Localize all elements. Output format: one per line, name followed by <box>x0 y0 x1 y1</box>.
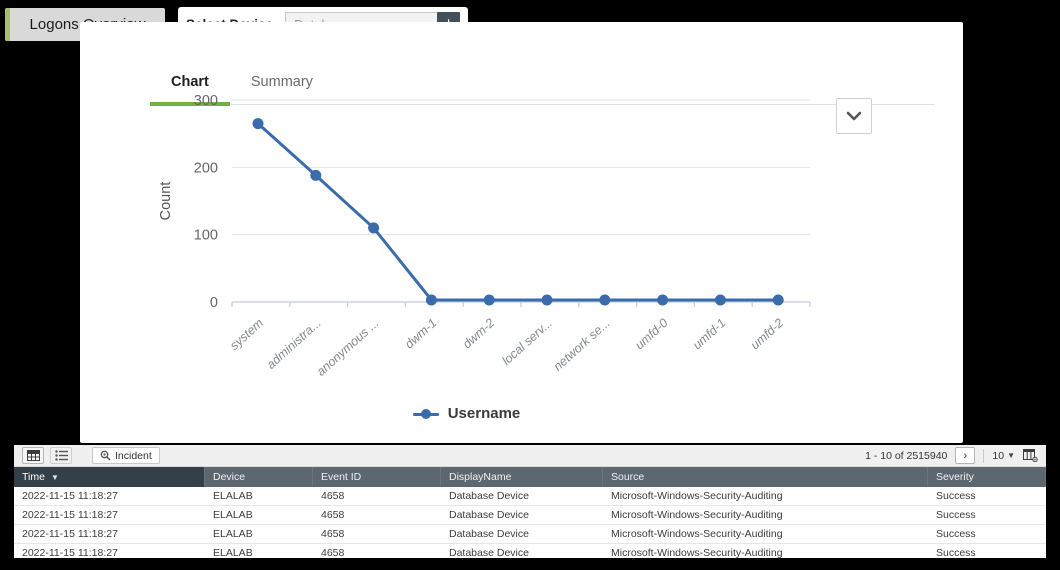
x-tick-label: local serv... <box>499 316 555 368</box>
column-header-displayname[interactable]: DisplayName <box>441 467 603 487</box>
data-point[interactable] <box>425 294 437 306</box>
table-cell: ELALAB <box>213 528 253 540</box>
table-cell: Database Device <box>449 528 529 540</box>
data-point[interactable] <box>310 169 322 181</box>
grid-view-button[interactable] <box>22 447 44 464</box>
y-tick-label: 200 <box>194 160 218 176</box>
chart-legend[interactable]: Username <box>80 405 853 422</box>
caret-down-icon: ▼ <box>1007 451 1015 460</box>
tab-summary[interactable]: Summary <box>250 74 313 90</box>
table-row[interactable]: 2022-11-15 11:18:27 ELALAB 4658 Database De… <box>14 544 1046 558</box>
page-size-value: 10 <box>992 449 1005 462</box>
data-point[interactable] <box>541 294 553 306</box>
chevron-right-icon: › <box>963 449 968 462</box>
column-header-label: DisplayName <box>449 471 512 483</box>
table-cell: Database Device <box>449 509 529 521</box>
column-header-severity[interactable]: Severity <box>928 467 1046 487</box>
x-tick-label: umfd-2 <box>748 316 786 352</box>
table-cell: Success <box>936 547 976 558</box>
y-axis-label: Count <box>158 182 174 221</box>
y-tick-label: 100 <box>194 228 218 244</box>
legend-line-dot-icon <box>412 408 439 419</box>
x-tick-label: dwm-2 <box>460 316 497 352</box>
table-cell: 4658 <box>321 528 345 540</box>
y-tick-label: 300 <box>194 93 218 109</box>
table-cell: Microsoft-Windows-Security-Auditing <box>611 547 783 558</box>
table-row[interactable]: 2022-11-15 11:18:27 ELALAB 4658 Database De… <box>14 525 1046 544</box>
data-point[interactable] <box>714 294 726 306</box>
x-tick-label: dwm-1 <box>402 316 439 352</box>
column-header-label: Source <box>611 471 645 483</box>
data-point[interactable] <box>772 294 784 306</box>
table-cell: ELALAB <box>213 547 253 558</box>
table-cell: 2022-11-15 11:18:27 <box>22 490 118 502</box>
table-cell: 4658 <box>321 490 345 502</box>
column-header-label: Time <box>22 471 45 483</box>
data-point[interactable] <box>599 294 611 306</box>
table-grid-icon <box>26 450 40 461</box>
data-point[interactable] <box>483 294 495 306</box>
page-size-dropdown[interactable]: 10 ▼ <box>992 450 1015 462</box>
table-header-row: Time ▼ Device Event ID DisplayName Source Seve… <box>14 467 1046 487</box>
data-point[interactable] <box>252 118 264 130</box>
x-tick-label: umfd-1 <box>690 316 728 352</box>
x-tick-label: administra... <box>264 316 324 372</box>
x-tick-label: network se... <box>551 316 613 374</box>
table-cell: 2022-11-15 11:18:27 <box>22 528 118 540</box>
table-cell: ELALAB <box>213 490 253 502</box>
incident-search-icon <box>100 450 111 461</box>
column-header-event-id[interactable]: Event ID <box>313 467 441 487</box>
table-cell: Success <box>936 490 976 502</box>
incident-button[interactable]: Incident <box>92 447 160 464</box>
events-table-panel: Incident 1 - 10 of 2515940 › 10 ▼ <box>14 445 1046 558</box>
legend-label: Username <box>447 405 521 422</box>
table-cell: 4658 <box>321 547 345 558</box>
y-tick-label: 0 <box>210 295 218 311</box>
table-cell: 2022-11-15 11:18:27 <box>22 509 118 521</box>
list-view-icon <box>54 450 68 461</box>
x-tick-label: system <box>227 316 266 353</box>
tab-chart[interactable]: Chart <box>150 74 230 106</box>
column-header-label: Event ID <box>321 471 362 483</box>
x-tick-label: anonymous ... <box>314 316 382 379</box>
table-cell: Success <box>936 509 976 521</box>
list-view-button[interactable] <box>50 447 72 464</box>
next-page-button[interactable]: › <box>955 447 976 464</box>
table-cell: Microsoft-Windows-Security-Auditing <box>611 490 783 502</box>
toolbar-divider <box>983 448 985 463</box>
column-header-device[interactable]: Device <box>205 467 313 487</box>
column-header-time[interactable]: Time ▼ <box>14 467 205 487</box>
table-cell: Success <box>936 528 976 540</box>
incident-button-label: Incident <box>115 449 152 462</box>
x-tick-label: umfd-0 <box>632 316 670 352</box>
sort-desc-icon: ▼ <box>50 472 59 482</box>
table-cell: 2022-11-15 11:18:27 <box>22 547 118 558</box>
column-header-source[interactable]: Source <box>603 467 928 487</box>
column-header-label: Device <box>213 471 246 483</box>
table-cell: Database Device <box>449 490 529 502</box>
data-point[interactable] <box>368 222 380 234</box>
logons-line-chart: 0 100 200 300 Count systemadministra...anonym… <box>158 93 811 379</box>
table-cell: ELALAB <box>213 509 253 521</box>
chevron-down-icon <box>846 111 862 121</box>
table-body: 2022-11-15 11:18:27 ELALAB 4658 Database De… <box>14 487 1046 558</box>
pagination-range: 1 - 10 of 2515940 <box>865 449 948 462</box>
column-settings-button[interactable] <box>1023 449 1038 462</box>
table-row[interactable]: 2022-11-15 11:18:27 ELALAB 4658 Database De… <box>14 487 1046 506</box>
column-header-label: Severity <box>936 471 974 483</box>
table-row[interactable]: 2022-11-15 11:18:27 ELALAB 4658 Database De… <box>14 506 1046 525</box>
green-accent-bar <box>5 8 10 41</box>
series-line[interactable] <box>257 122 779 302</box>
tab-bar: Chart Summary <box>150 74 935 106</box>
table-cell: Microsoft-Windows-Security-Auditing <box>611 509 783 521</box>
collapse-chart-button[interactable] <box>836 98 872 134</box>
table-cell: Microsoft-Windows-Security-Auditing <box>611 528 783 540</box>
table-cell: 4658 <box>321 509 345 521</box>
table-toolbar: Incident 1 - 10 of 2515940 › 10 ▼ <box>14 445 1046 467</box>
chart-panel: Chart Summary 0 100 200 300 Count system admin… <box>80 22 963 443</box>
table-cell: Database Device <box>449 547 529 558</box>
data-point[interactable] <box>657 294 669 306</box>
columns-gear-icon <box>1023 449 1038 462</box>
